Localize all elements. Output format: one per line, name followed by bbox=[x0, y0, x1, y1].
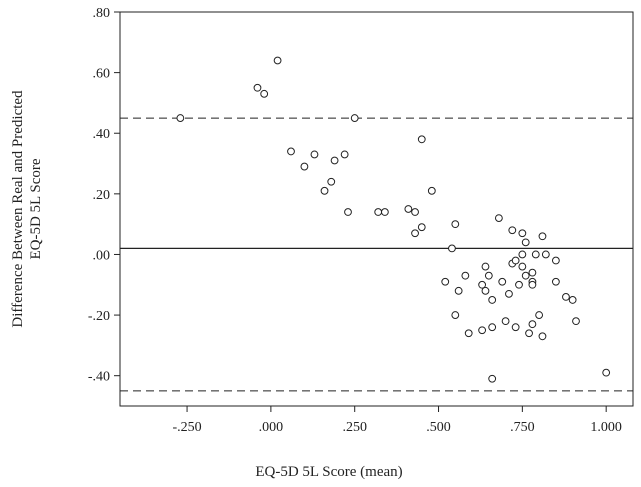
data-point bbox=[528, 280, 537, 289]
x-tick-label: .250 bbox=[342, 420, 367, 435]
data-point bbox=[441, 277, 450, 286]
data-point bbox=[380, 208, 389, 216]
data-points bbox=[176, 56, 611, 383]
data-point bbox=[273, 56, 282, 65]
x-tick-label: 1.000 bbox=[590, 420, 622, 435]
data-point bbox=[327, 177, 336, 186]
data-point bbox=[551, 256, 560, 265]
data-point bbox=[498, 277, 507, 286]
y-tick-label: -.40 bbox=[88, 370, 110, 385]
data-point bbox=[344, 208, 352, 216]
data-point bbox=[505, 289, 513, 298]
y-tick-label: .80 bbox=[93, 6, 111, 21]
data-point bbox=[417, 135, 426, 144]
data-point bbox=[488, 374, 497, 383]
data-point bbox=[253, 83, 262, 92]
data-point bbox=[330, 156, 339, 165]
data-point bbox=[300, 162, 309, 171]
y-tick-label: .20 bbox=[93, 188, 111, 203]
data-point bbox=[404, 205, 413, 213]
data-point bbox=[340, 150, 349, 159]
data-point bbox=[374, 208, 383, 216]
data-point bbox=[538, 332, 547, 341]
y-tick-label: .00 bbox=[93, 248, 111, 263]
data-point bbox=[481, 286, 490, 295]
data-point bbox=[478, 280, 487, 289]
x-axis: -.250 .000 .250 .500 .750 1.000 bbox=[172, 406, 622, 435]
data-point bbox=[508, 226, 517, 235]
data-point bbox=[551, 277, 560, 286]
data-point bbox=[518, 250, 527, 259]
data-point bbox=[464, 329, 473, 338]
data-point bbox=[411, 229, 419, 238]
data-point bbox=[350, 114, 359, 122]
data-point bbox=[461, 271, 470, 280]
x-tick-label: -.250 bbox=[172, 420, 201, 435]
y-axis-title-line-1: Difference Between Real and Predicted bbox=[10, 90, 26, 328]
data-point bbox=[448, 244, 456, 253]
data-point bbox=[535, 311, 544, 319]
data-point bbox=[411, 208, 419, 216]
y-axis-title-line-2: EQ-5D 5L Score bbox=[28, 158, 44, 259]
data-point bbox=[568, 296, 577, 304]
data-point bbox=[287, 147, 295, 156]
data-point bbox=[451, 220, 460, 229]
y-axis: .80 .60 .40 .20 .00 -.20 -.40 bbox=[88, 6, 120, 385]
data-point bbox=[511, 323, 520, 332]
data-point bbox=[310, 150, 319, 159]
plot-frame bbox=[119, 11, 634, 407]
data-point bbox=[427, 186, 436, 195]
data-point bbox=[528, 268, 537, 277]
data-point bbox=[562, 292, 570, 301]
data-point bbox=[511, 256, 520, 265]
data-point bbox=[518, 229, 527, 238]
data-point bbox=[541, 250, 550, 259]
reference-lines bbox=[120, 117, 633, 392]
data-point bbox=[515, 280, 523, 289]
data-point bbox=[454, 286, 463, 295]
data-point bbox=[478, 326, 487, 335]
data-point bbox=[176, 114, 185, 122]
x-tick-label: .750 bbox=[510, 420, 535, 435]
y-tick-label: .40 bbox=[93, 127, 111, 142]
data-point bbox=[488, 323, 497, 332]
data-point bbox=[260, 89, 269, 98]
data-point bbox=[494, 214, 503, 222]
data-point bbox=[451, 311, 460, 319]
data-point bbox=[484, 271, 493, 280]
data-point bbox=[488, 296, 497, 304]
data-point bbox=[531, 250, 540, 259]
data-point bbox=[602, 368, 611, 377]
data-point bbox=[518, 262, 527, 271]
data-point bbox=[481, 262, 490, 271]
x-axis-title: EQ-5D 5L Score (mean) bbox=[255, 464, 402, 480]
x-tick-label: .000 bbox=[259, 420, 284, 435]
x-tick-label: .500 bbox=[426, 420, 451, 435]
data-point bbox=[521, 271, 530, 280]
data-point bbox=[320, 186, 329, 195]
data-point bbox=[417, 223, 426, 232]
data-point bbox=[501, 317, 510, 326]
data-point bbox=[521, 238, 530, 247]
y-tick-label: .60 bbox=[93, 67, 111, 82]
data-point bbox=[528, 320, 537, 329]
y-tick-label: -.20 bbox=[88, 309, 110, 324]
data-point bbox=[572, 317, 580, 326]
data-point bbox=[538, 232, 547, 241]
data-point bbox=[525, 329, 533, 338]
